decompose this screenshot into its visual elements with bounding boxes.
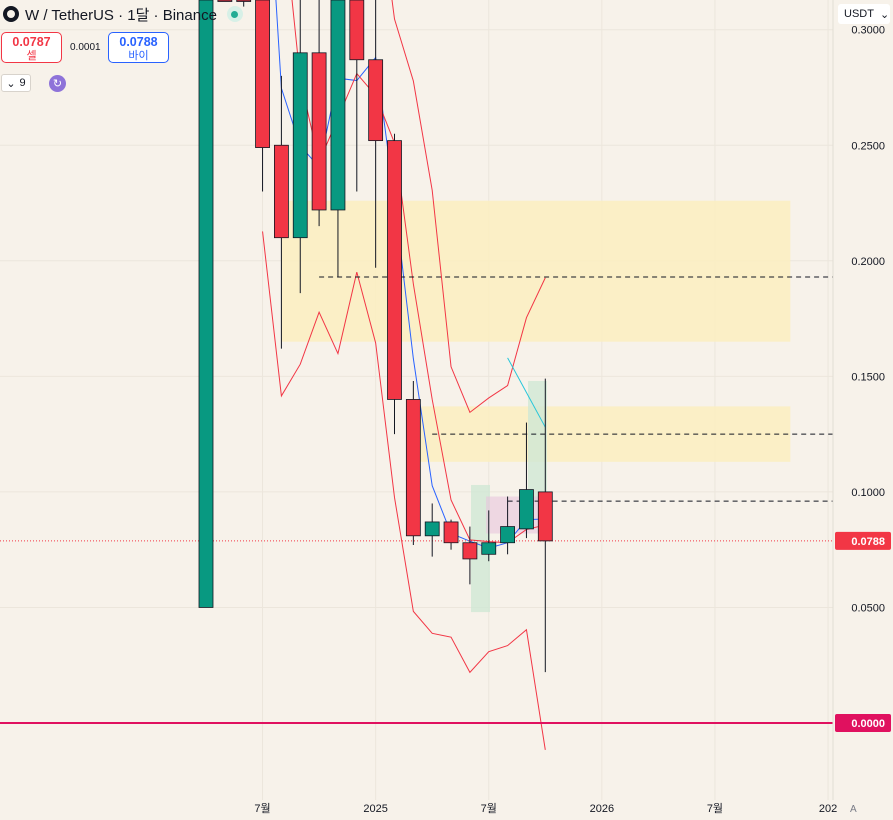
sell-button[interactable]: 0.0787 셀 (1, 32, 62, 63)
horizontal-levels (0, 276, 833, 724)
candle-body[interactable] (236, 0, 252, 2)
sync-icon[interactable]: ↻ (49, 75, 66, 92)
price-tick-label: 0.1000 (851, 487, 885, 499)
chart-header: W / TetherUS · 1달 · Binance (0, 0, 243, 28)
candle-body[interactable] (443, 521, 459, 544)
candle-body[interactable] (500, 526, 516, 544)
candle-body[interactable] (330, 0, 346, 211)
candle-body[interactable] (349, 0, 365, 61)
currency-selector[interactable]: USDT ⌄ (838, 4, 890, 24)
candle-body[interactable] (217, 0, 233, 2)
candle-body[interactable] (368, 59, 384, 142)
market-status-icon[interactable] (226, 6, 243, 22)
candle-body[interactable] (519, 489, 534, 530)
time-tick-label: 7월 (707, 802, 723, 815)
candle-body[interactable] (255, 0, 270, 148)
highlight-zone (413, 406, 791, 462)
price-tick-label: 0.2000 (851, 256, 885, 268)
buy-zone-box (471, 484, 490, 613)
buy-price: 0.0788 (119, 35, 158, 49)
price-tick-label: 0.1500 (851, 371, 885, 383)
price-tick-label: 0.3000 (851, 25, 885, 37)
price-axis: 0.60000.55000.50000.45000.40000.35000.30… (832, 0, 893, 820)
indicators-toggle[interactable]: ⌄ 9 (1, 74, 31, 92)
pink-zone-box (486, 496, 546, 534)
time-tick-label: 7월 (481, 802, 497, 815)
candle-body[interactable] (387, 140, 402, 400)
time-tick-label: 202 (819, 803, 837, 815)
current-price-label-background (835, 531, 891, 550)
spread-value: 0.0001 (70, 42, 101, 53)
buy-label: 바이 (128, 50, 149, 62)
candle-body[interactable] (405, 399, 421, 537)
time-axis: 7월 2025 7월 2026 7월 202 (254, 802, 837, 815)
price-tick-label: 0.0500 (851, 602, 885, 614)
candle-body[interactable] (198, 0, 214, 608)
currency-label: USDT (844, 8, 874, 20)
envelope-lines (262, 0, 546, 750)
time-tick-label: 7월 (254, 802, 270, 815)
candle-body[interactable] (273, 144, 289, 239)
candle-body[interactable] (462, 542, 478, 560)
buy-button[interactable]: 0.0788 바이 (108, 32, 169, 63)
candle-body[interactable] (424, 521, 440, 537)
highlight-zones (281, 200, 791, 613)
candle-body[interactable] (311, 52, 327, 211)
price-axis-background (833, 0, 893, 820)
candle-body[interactable] (537, 491, 553, 542)
moving-average-line (291, 0, 546, 544)
chevron-down-icon: ⌄ (879, 8, 890, 21)
candle-body[interactable] (481, 542, 497, 555)
candle-body[interactable] (292, 52, 308, 239)
symbol-logo-icon (3, 6, 19, 22)
auto-scale-button[interactable]: A (850, 804, 857, 815)
time-tick-label: 2025 (363, 803, 387, 815)
zero-line-label: 0.0000 (851, 718, 885, 730)
moving-average-line (275, 0, 546, 549)
chevron-down-icon: ⌄ (6, 77, 16, 90)
lower-band-line (262, 231, 546, 750)
current-price-label: 0.0788 (851, 536, 885, 548)
buy-zone-box (528, 380, 547, 502)
zero-line-label-background (835, 714, 891, 732)
sell-label: 셀 (26, 50, 37, 62)
highlight-zone (281, 200, 791, 342)
price-tick-label: 0.2500 (851, 140, 885, 152)
upper-band-line (391, 0, 546, 414)
trend-line (507, 357, 546, 428)
symbol-title[interactable]: W / TetherUS · 1달 · Binance (25, 6, 217, 24)
indicators-count: 9 (19, 77, 26, 89)
candles (198, 0, 553, 673)
time-tick-label: 2026 (590, 803, 614, 815)
sell-price: 0.0787 (12, 35, 51, 49)
